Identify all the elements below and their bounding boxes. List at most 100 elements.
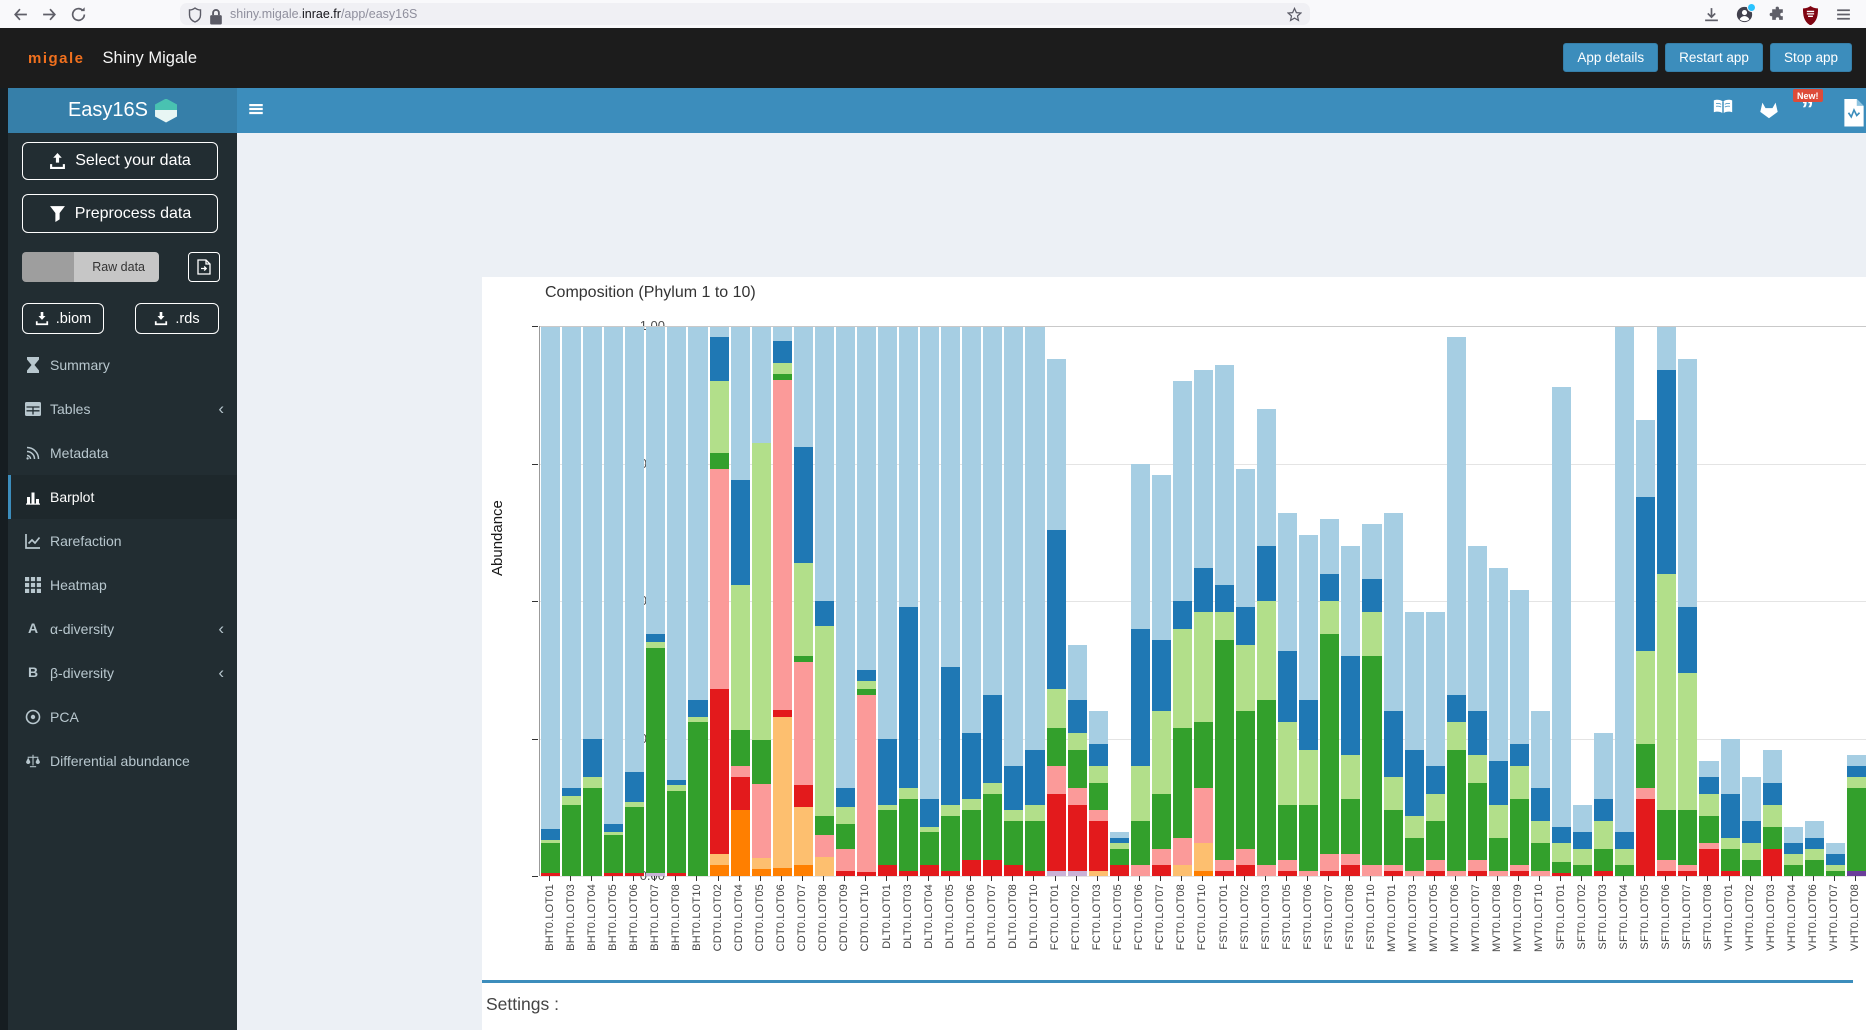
- lock-icon[interactable]: [209, 7, 223, 25]
- preprocess-data-button[interactable]: Preprocess data: [22, 194, 218, 233]
- sidebar-item-differential-abundance[interactable]: Differential abundance: [8, 739, 237, 783]
- bar-MVT0.LOT01[interactable]: [1383, 513, 1403, 876]
- bar-FCT0.LOT06[interactable]: [1130, 463, 1150, 876]
- bar-CDT0.LOT08[interactable]: [814, 326, 834, 876]
- bar-DLT0.LOT06[interactable]: [962, 326, 982, 876]
- bar-VHT0.LOT04[interactable]: [1783, 826, 1803, 876]
- sidebar-item-tables[interactable]: Tables ‹: [8, 387, 237, 431]
- bar-MVT0.LOT06[interactable]: [1446, 337, 1466, 876]
- account-icon[interactable]: [1736, 2, 1756, 23]
- downloads-icon[interactable]: [1703, 6, 1720, 23]
- bar-FCT0.LOT01[interactable]: [1046, 359, 1066, 876]
- file-export-button[interactable]: [188, 252, 220, 282]
- bar-DLT0.LOT08[interactable]: [1004, 326, 1024, 876]
- bar-VHT0.LOT01[interactable]: [1720, 738, 1740, 876]
- documentation-book-icon[interactable]: [1712, 99, 1734, 121]
- bar-DLT0.LOT04[interactable]: [920, 326, 940, 876]
- bar-SFT0.LOT06[interactable]: [1657, 326, 1677, 876]
- bar-MVT0.LOT03[interactable]: [1404, 612, 1424, 876]
- bar-BHT0.LOT07[interactable]: [646, 326, 666, 876]
- bar-CDT0.LOT07[interactable]: [793, 326, 813, 876]
- bar-SFT0.LOT05[interactable]: [1636, 419, 1656, 876]
- migale-logo[interactable]: migale: [28, 49, 85, 67]
- bar-FST0.LOT01[interactable]: [1215, 364, 1235, 876]
- bar-SFT0.LOT04[interactable]: [1615, 326, 1635, 876]
- bar-FST0.LOT07[interactable]: [1320, 518, 1340, 876]
- sidebar-item-barplot[interactable]: Barplot: [8, 475, 237, 519]
- bar-SFT0.LOT02[interactable]: [1573, 804, 1593, 876]
- bar-DLT0.LOT05[interactable]: [941, 326, 961, 876]
- bar-BHT0.LOT10[interactable]: [688, 326, 708, 876]
- bar-DLT0.LOT03[interactable]: [899, 326, 919, 876]
- bar-CDT0.LOT02[interactable]: [709, 326, 729, 876]
- forward-icon[interactable]: [41, 6, 58, 23]
- bar-MVT0.LOT05[interactable]: [1425, 612, 1445, 876]
- sidebar-item-metadata[interactable]: Metadata: [8, 431, 237, 475]
- app-logo-box[interactable]: Easy16S: [8, 88, 237, 133]
- download-biom-button[interactable]: .biom: [22, 303, 104, 334]
- bar-VHT0.LOT02[interactable]: [1741, 777, 1761, 876]
- bar-SFT0.LOT07[interactable]: [1678, 359, 1698, 876]
- bar-SFT0.LOT08[interactable]: [1699, 760, 1719, 876]
- bar-BHT0.LOT08[interactable]: [667, 326, 687, 876]
- bar-BHT0.LOT06[interactable]: [625, 326, 645, 876]
- bar-FCT0.LOT10[interactable]: [1193, 370, 1213, 876]
- bar-CDT0.LOT06[interactable]: [772, 326, 792, 876]
- bar-FCT0.LOT07[interactable]: [1151, 474, 1171, 876]
- bar-MVT0.LOT08[interactable]: [1488, 568, 1508, 876]
- bar-CDT0.LOT09[interactable]: [835, 326, 855, 876]
- bar-BHT0.LOT04[interactable]: [583, 326, 603, 876]
- sidebar-item-rarefaction[interactable]: Rarefaction: [8, 519, 237, 563]
- bar-FCT0.LOT02[interactable]: [1067, 645, 1087, 876]
- bar-SFT0.LOT01[interactable]: [1552, 386, 1572, 876]
- restart-app-button[interactable]: Restart app: [1665, 43, 1763, 72]
- bar-FST0.LOT10[interactable]: [1362, 524, 1382, 876]
- bar-FST0.LOT08[interactable]: [1341, 546, 1361, 876]
- bar-DLT0.LOT07[interactable]: [983, 326, 1003, 876]
- select-data-button[interactable]: Select your data: [22, 142, 218, 180]
- bar-VHT0.LOT06[interactable]: [1804, 821, 1824, 876]
- bar-VHT0.LOT03[interactable]: [1762, 749, 1782, 876]
- bar-DLT0.LOT01[interactable]: [878, 326, 898, 876]
- sidebar-item-heatmap[interactable]: Heatmap: [8, 563, 237, 607]
- bar-MVT0.LOT07[interactable]: [1467, 546, 1487, 876]
- bar-FCT0.LOT05[interactable]: [1109, 832, 1129, 876]
- bar-BHT0.LOT05[interactable]: [604, 326, 624, 876]
- tracking-shield-icon[interactable]: [188, 7, 202, 23]
- bar-DLT0.LOT10[interactable]: [1025, 326, 1045, 876]
- report-document-icon[interactable]: [1843, 99, 1865, 127]
- barplot[interactable]: [539, 326, 1866, 877]
- url-bar[interactable]: shiny.migale.inrae.fr/app/easy16S: [180, 3, 1310, 25]
- bar-VHT0.LOT07[interactable]: [1825, 843, 1845, 876]
- sidebar-toggle-icon[interactable]: [247, 100, 265, 120]
- bar-MVT0.LOT09[interactable]: [1509, 590, 1529, 876]
- app-details-button[interactable]: App details: [1563, 43, 1659, 72]
- extensions-puzzle-icon[interactable]: [1769, 6, 1786, 23]
- bar-FST0.LOT02[interactable]: [1236, 469, 1256, 876]
- bar-FST0.LOT06[interactable]: [1299, 535, 1319, 876]
- bar-BHT0.LOT03[interactable]: [562, 326, 582, 876]
- bar-VHT0.LOT08[interactable]: [1846, 755, 1866, 876]
- browser-menu-icon[interactable]: [1835, 6, 1852, 23]
- ublock-shield-icon[interactable]: [1802, 5, 1819, 25]
- bar-FST0.LOT03[interactable]: [1257, 408, 1277, 876]
- bar-FCT0.LOT08[interactable]: [1172, 381, 1192, 876]
- sidebar-item-summary[interactable]: Summary: [8, 343, 237, 387]
- back-icon[interactable]: [12, 6, 29, 23]
- bar-BHT0.LOT01[interactable]: [541, 326, 561, 876]
- gitlab-icon[interactable]: [1758, 99, 1780, 121]
- refresh-icon[interactable]: [70, 6, 87, 23]
- stop-app-button[interactable]: Stop app: [1769, 43, 1852, 72]
- bar-FST0.LOT05[interactable]: [1278, 513, 1298, 876]
- download-rds-button[interactable]: .rds: [135, 303, 219, 334]
- raw-data-toggle[interactable]: Raw data: [22, 252, 159, 282]
- bar-FCT0.LOT03[interactable]: [1088, 711, 1108, 876]
- sidebar-item-pca[interactable]: PCA: [8, 695, 237, 739]
- bookmark-star-icon[interactable]: [1287, 6, 1302, 22]
- bar-CDT0.LOT04[interactable]: [730, 326, 750, 876]
- bar-CDT0.LOT10[interactable]: [856, 326, 876, 876]
- citation-quotes-icon[interactable]: ”: [1801, 94, 1820, 124]
- bar-MVT0.LOT10[interactable]: [1530, 711, 1550, 876]
